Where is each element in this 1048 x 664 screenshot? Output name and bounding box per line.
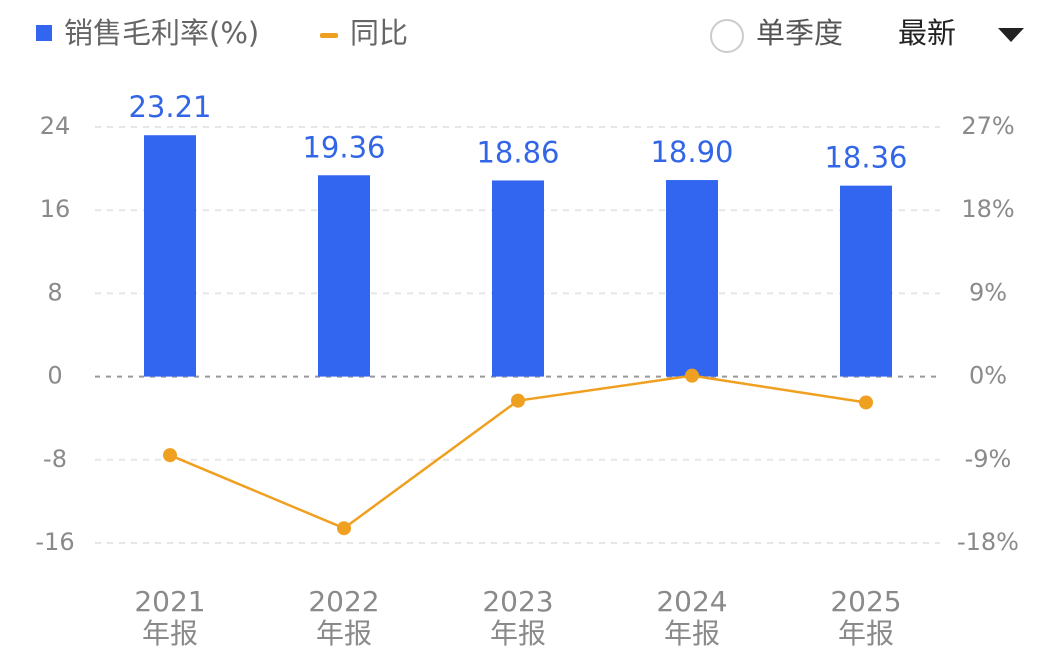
dropdown-label: 最新 <box>898 16 956 50</box>
x-tick-label: 2024 <box>656 585 727 618</box>
line-point <box>511 393 525 408</box>
y2-tick-label: 18% <box>961 195 1014 223</box>
y-tick-label: -8 <box>43 445 67 473</box>
y2-tick-label: -18% <box>957 528 1019 556</box>
value-label: 19.36 <box>302 130 385 164</box>
bar <box>492 180 544 377</box>
line-point <box>685 368 699 383</box>
radio-option[interactable]: 单季度 <box>710 16 843 53</box>
legend-label: 销售毛利率(%) <box>64 16 259 50</box>
x-tick-label: 年报 <box>838 617 894 650</box>
line-point <box>337 521 351 536</box>
legend-swatch <box>36 25 52 41</box>
bar <box>144 135 196 377</box>
line-point <box>859 395 873 410</box>
y2-tick-label: 27% <box>961 112 1014 140</box>
legend-swatch <box>320 33 338 38</box>
y-tick-label: 8 <box>47 278 62 306</box>
dropdown-arrow <box>998 28 1024 42</box>
bar <box>840 185 892 377</box>
radio-label: 单季度 <box>756 16 843 50</box>
value-label: 18.90 <box>650 135 733 169</box>
y-tick-label: -16 <box>35 528 74 556</box>
y2-tick-label: -9% <box>965 445 1012 473</box>
value-label: 23.21 <box>128 90 211 124</box>
line-point <box>163 448 177 463</box>
value-label: 18.36 <box>824 141 907 175</box>
y2-tick-label: 0% <box>969 362 1007 390</box>
radio-circle <box>710 19 744 53</box>
y-tick-label: 24 <box>40 112 71 140</box>
x-tick-label: 2022 <box>308 585 379 618</box>
x-tick-label: 2023 <box>482 585 553 618</box>
x-tick-label: 2025 <box>830 585 901 618</box>
dropdown[interactable]: 最新 <box>898 16 1024 50</box>
y2-tick-label: 9% <box>969 278 1007 306</box>
x-tick-label: 年报 <box>142 617 198 650</box>
y-tick-label: 0 <box>47 362 62 390</box>
bar <box>318 175 370 377</box>
x-tick-label: 年报 <box>664 617 720 650</box>
x-tick-label: 年报 <box>316 617 372 650</box>
y-tick-label: 16 <box>40 195 71 223</box>
bar <box>666 180 718 377</box>
x-tick-label: 2021 <box>134 585 205 618</box>
x-tick-label: 年报 <box>490 617 546 650</box>
value-label: 18.86 <box>476 135 559 169</box>
legend-label: 同比 <box>350 16 408 50</box>
